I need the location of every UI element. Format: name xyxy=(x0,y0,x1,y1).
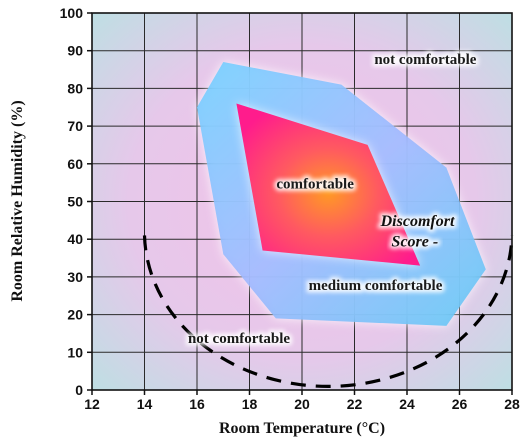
y-tick-label: 90 xyxy=(67,43,83,59)
y-tick-label: 70 xyxy=(67,118,83,134)
label-halo-not_comfortable_top: not comfortable xyxy=(374,52,476,68)
comfortable-zone xyxy=(236,103,421,266)
y-tick-label: 30 xyxy=(67,269,83,285)
y-tick-label: 100 xyxy=(60,5,84,21)
axes: 12 14 16 18 20 22 24 26 28 0 10 20 30 40 50 60 70 80 90 100 xyxy=(60,5,520,412)
label-not_comfortable_bottom: not comfortable xyxy=(188,331,290,347)
label-halo-not_comfortable_bottom: not comfortable xyxy=(188,331,290,347)
x-tick-label: 18 xyxy=(242,396,258,412)
x-tick-label: 14 xyxy=(137,396,153,412)
x-tick-label: 26 xyxy=(452,396,468,412)
y-tick-label: 80 xyxy=(67,80,83,96)
x-axis-title: Room Temperature (°C) xyxy=(219,420,385,437)
y-tick-label: 10 xyxy=(67,344,83,360)
x-tick-label: 28 xyxy=(504,396,520,412)
label-halo-medium_comfortable: medium comfortable xyxy=(309,278,443,294)
x-tick-label: 12 xyxy=(84,396,100,412)
x-tick-label: 24 xyxy=(399,396,415,412)
y-tick-label: 60 xyxy=(67,156,83,172)
label-halo-discomfort_line1: Discomfort xyxy=(380,213,455,230)
y-axis-title: Room Relative Humidity (%) xyxy=(9,100,26,301)
y-tick-label: 0 xyxy=(75,382,83,398)
zone-labels: not comfortable not comfortable comfortabl… xyxy=(185,49,479,349)
y-tick-label: 50 xyxy=(67,194,83,210)
label-comfortable: comfortable xyxy=(276,176,354,192)
x-tick-label: 22 xyxy=(347,396,363,412)
label-halo-comfortable: comfortable xyxy=(276,176,354,192)
label-discomfort_line2: Score - xyxy=(392,234,439,251)
x-tick-label: 20 xyxy=(294,396,310,412)
discomfort-curve-group xyxy=(142,235,514,388)
label-not_comfortable_top: not comfortable xyxy=(374,52,476,68)
discomfort-curve xyxy=(142,235,514,388)
label-medium_comfortable: medium comfortable xyxy=(309,278,443,294)
label-discomfort_line1: Discomfort xyxy=(380,213,455,230)
y-tick-label: 20 xyxy=(67,307,83,323)
zones xyxy=(197,62,486,326)
label-halo-discomfort_line2: Score - xyxy=(392,234,439,251)
y-tick-label: 40 xyxy=(67,231,83,247)
x-tick-label: 16 xyxy=(189,396,205,412)
